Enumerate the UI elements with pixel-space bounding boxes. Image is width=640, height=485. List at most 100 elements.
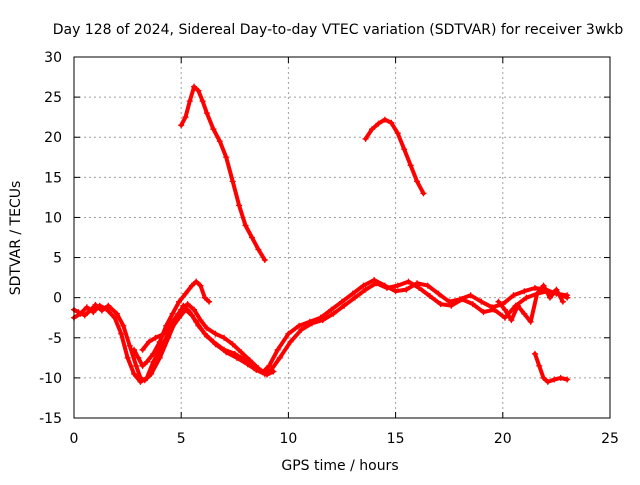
series-satellite-track-8 xyxy=(495,282,566,325)
data-point xyxy=(90,309,97,316)
data-point xyxy=(152,334,159,341)
data-point xyxy=(349,290,356,297)
data-point xyxy=(467,292,474,299)
grid-layer xyxy=(74,57,610,418)
y-tick-label: 30 xyxy=(44,50,62,66)
data-point xyxy=(553,286,560,293)
data-point xyxy=(544,378,551,385)
data-point xyxy=(424,282,431,289)
data-point xyxy=(478,298,485,305)
data-point xyxy=(534,290,541,297)
data-point xyxy=(564,376,571,383)
y-tick-label: -10 xyxy=(39,371,62,387)
data-point xyxy=(182,290,189,297)
data-point xyxy=(96,302,103,309)
series-line xyxy=(72,278,570,383)
data-point xyxy=(308,320,315,327)
data-point xyxy=(223,349,230,356)
data-point xyxy=(238,349,245,356)
x-axis-label: GPS time / hours xyxy=(281,458,398,474)
data-point xyxy=(212,330,219,337)
data-point xyxy=(551,376,558,383)
data-point xyxy=(369,126,376,133)
data-point xyxy=(266,362,273,369)
data-point xyxy=(178,306,185,313)
data-point xyxy=(261,256,268,263)
data-point xyxy=(407,162,414,169)
y-tick-label: -15 xyxy=(39,411,62,427)
data-point xyxy=(216,138,223,145)
data-point xyxy=(564,294,571,301)
data-point xyxy=(169,310,176,317)
tick-layer xyxy=(73,56,611,419)
data-point xyxy=(188,282,195,289)
data-point xyxy=(375,120,382,127)
data-point xyxy=(480,309,487,316)
series-satellite-track-3 xyxy=(131,278,213,369)
data-point xyxy=(150,358,157,365)
data-point xyxy=(139,362,146,369)
data-point xyxy=(103,305,110,312)
data-point xyxy=(287,338,294,345)
x-tick-label: 10 xyxy=(279,431,297,447)
series-satellite-track-6 xyxy=(362,116,427,197)
data-point xyxy=(469,301,476,308)
data-point xyxy=(156,338,163,345)
data-point xyxy=(298,326,305,333)
data-point xyxy=(131,346,138,353)
data-point xyxy=(199,98,206,105)
data-point xyxy=(514,302,521,309)
data-point xyxy=(392,288,399,295)
data-point xyxy=(394,282,401,289)
y-axis-label: SDTVAR / TECUs xyxy=(8,181,24,296)
series-layer xyxy=(71,83,571,385)
data-point xyxy=(244,361,251,368)
series-line xyxy=(72,279,570,384)
data-point xyxy=(229,178,236,185)
data-point xyxy=(373,280,380,287)
data-point xyxy=(527,318,534,325)
data-point xyxy=(126,342,133,349)
data-point xyxy=(459,296,466,303)
data-point xyxy=(437,301,444,308)
data-point xyxy=(81,312,88,319)
data-point xyxy=(143,374,150,381)
data-point xyxy=(388,119,395,126)
data-point xyxy=(255,246,262,253)
data-point xyxy=(105,302,112,309)
series-satellite-track-4 xyxy=(139,301,277,378)
data-point xyxy=(495,298,502,305)
data-point xyxy=(362,135,369,142)
data-point xyxy=(161,330,168,337)
data-point xyxy=(319,317,326,324)
data-point xyxy=(276,354,283,361)
data-point xyxy=(351,294,358,301)
data-point xyxy=(186,98,193,105)
data-point xyxy=(229,341,236,348)
data-point xyxy=(120,322,127,329)
series-line xyxy=(179,84,267,262)
data-point xyxy=(394,130,401,137)
data-point xyxy=(371,277,378,284)
data-point xyxy=(133,362,140,369)
label-layer: 0 5 10 15 20 25 -15 -10 -5 0 5 10 15 20 25 30 xyxy=(39,50,619,447)
data-point xyxy=(546,294,553,301)
data-point xyxy=(362,286,369,293)
y-tick-label: 20 xyxy=(44,130,62,146)
data-point xyxy=(143,358,150,365)
data-point xyxy=(360,282,367,289)
data-point xyxy=(341,302,348,309)
data-point xyxy=(92,301,99,308)
data-point xyxy=(191,83,198,90)
data-point xyxy=(195,87,202,94)
data-point xyxy=(328,306,335,313)
data-point xyxy=(296,322,303,329)
data-point xyxy=(203,110,210,117)
data-point xyxy=(384,285,391,292)
data-point xyxy=(339,298,345,305)
data-point xyxy=(246,357,253,364)
data-point xyxy=(521,288,528,295)
data-point xyxy=(416,285,423,292)
data-point xyxy=(135,354,142,361)
data-point xyxy=(521,310,528,317)
